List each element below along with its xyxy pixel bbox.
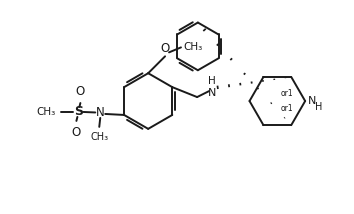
- Text: N: N: [208, 88, 216, 98]
- Text: S: S: [74, 106, 83, 119]
- Text: O: O: [72, 126, 81, 139]
- Text: N: N: [96, 106, 105, 119]
- Text: CH₃: CH₃: [90, 132, 108, 142]
- Text: or1: or1: [280, 89, 293, 98]
- Text: N: N: [308, 96, 316, 106]
- Text: O: O: [160, 42, 170, 55]
- Text: CH₃: CH₃: [183, 42, 202, 52]
- Text: O: O: [76, 85, 85, 98]
- Text: CH₃: CH₃: [36, 107, 56, 117]
- Text: or1: or1: [280, 104, 293, 113]
- Text: H: H: [208, 76, 216, 86]
- Text: H: H: [315, 102, 322, 112]
